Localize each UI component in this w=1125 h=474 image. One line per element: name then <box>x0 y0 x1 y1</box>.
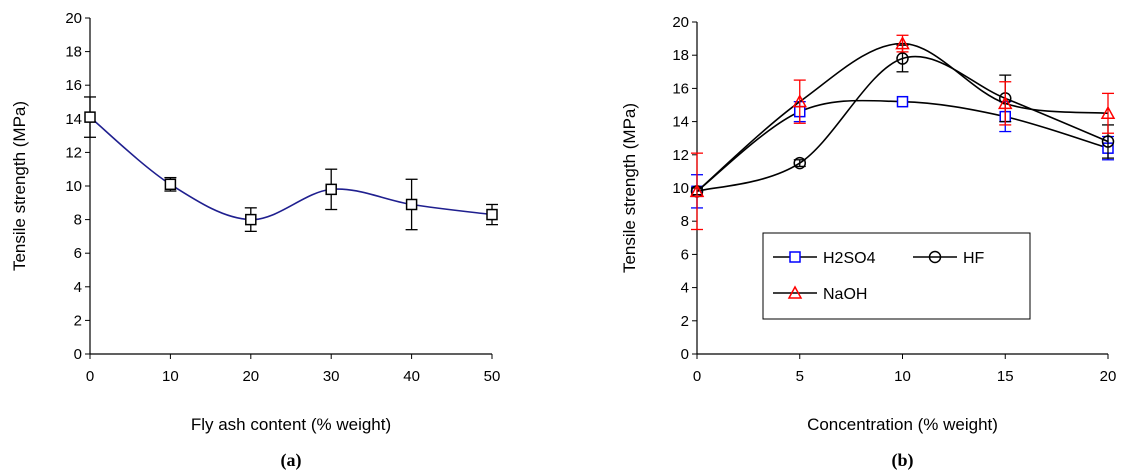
legend-item-h2so4: H2SO4 <box>773 250 876 267</box>
legend-marker <box>928 250 942 264</box>
series-h2so4 <box>691 95 1114 209</box>
data-point <box>895 36 910 50</box>
legend-box <box>762 232 1031 320</box>
y-tick-label: 18 <box>65 44 82 61</box>
x-tick-label: 0 <box>86 368 94 385</box>
y-tick-label: 6 <box>74 245 82 262</box>
data-point <box>405 198 418 211</box>
panel-label: (b) <box>892 450 914 471</box>
x-tick-label: 5 <box>796 368 804 385</box>
y-tick-label: 20 <box>65 10 82 27</box>
y-tick-label: 0 <box>681 346 689 363</box>
y-axis-title: Tensile strength (MPa) <box>620 103 639 273</box>
legend-item-naoh: NaOH <box>773 285 867 303</box>
data-point <box>896 95 909 108</box>
series-hf <box>690 44 1115 198</box>
y-tick-label: 18 <box>672 47 689 64</box>
y-tick-label: 10 <box>672 180 689 197</box>
y-tick-label: 6 <box>681 246 689 263</box>
x-axis-title: Fly ash content (% weight) <box>191 415 391 434</box>
y-tick-label: 10 <box>65 178 82 195</box>
y-tick-label: 14 <box>672 114 689 131</box>
data-point <box>164 178 177 191</box>
data-point <box>486 208 498 221</box>
series-naoh <box>689 34 1116 231</box>
x-tick-label: 10 <box>894 368 911 385</box>
data-point <box>896 52 909 65</box>
y-tick-label: 12 <box>672 147 689 164</box>
legend-label: NaOH <box>823 286 867 303</box>
series-line <box>696 55 1109 193</box>
y-tick-label: 16 <box>65 77 82 94</box>
x-tick-label: 20 <box>242 368 259 385</box>
series-data-0 <box>84 96 498 233</box>
legend-marker <box>787 285 803 299</box>
x-tick-label: 30 <box>323 368 340 385</box>
data-point <box>997 95 1013 110</box>
legend-marker <box>789 251 801 263</box>
y-tick-label: 16 <box>672 80 689 97</box>
data-point <box>1101 135 1115 148</box>
y-tick-label: 8 <box>74 212 82 229</box>
x-tick-label: 15 <box>997 368 1014 385</box>
y-tick-label: 8 <box>681 213 689 230</box>
y-tick-label: 2 <box>74 312 82 329</box>
data-point <box>689 183 705 198</box>
x-tick-label: 20 <box>1100 368 1117 385</box>
data-point <box>792 94 808 108</box>
legend-label: H2SO4 <box>823 250 876 267</box>
panel-label: (a) <box>281 450 302 471</box>
y-tick-label: 20 <box>672 14 689 31</box>
x-tick-label: 40 <box>403 368 420 385</box>
y-tick-label: 0 <box>74 346 82 363</box>
y-tick-label: 12 <box>65 144 82 161</box>
chart-panel-b: 0 2 4 6 8 10 12 14 16 18 20 0 5 10 15 20 Concentration (… <box>620 14 1116 471</box>
y-tick-label: 4 <box>74 279 82 296</box>
legend: H2SO4 HF NaOH <box>762 232 1031 320</box>
y-tick-label: 2 <box>681 313 689 330</box>
data-point <box>325 183 337 196</box>
data-point <box>84 111 96 123</box>
y-axis-title: Tensile strength (MPa) <box>10 101 29 271</box>
legend-label: HF <box>963 250 985 267</box>
x-tick-label: 10 <box>162 368 179 385</box>
x-tick-label: 0 <box>693 368 701 385</box>
data-point <box>793 156 806 170</box>
data-point <box>245 213 257 226</box>
series-line <box>696 99 1109 192</box>
data-point <box>1100 105 1116 120</box>
legend-item-hf: HF <box>913 250 985 267</box>
chart-panel-a: 0 2 4 6 8 10 12 14 16 18 20 0 10 20 30 40 50 Fly ash cont… <box>10 10 500 471</box>
x-axis-title: Concentration (% weight) <box>807 415 998 434</box>
x-tick-label: 50 <box>484 368 501 385</box>
y-tick-label: 4 <box>681 280 689 297</box>
series-line <box>89 116 493 221</box>
y-tick-label: 14 <box>65 111 82 128</box>
